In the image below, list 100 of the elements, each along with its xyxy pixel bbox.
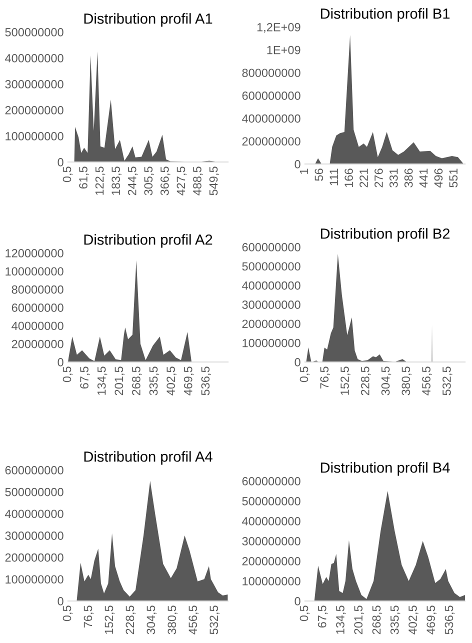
y-tick-label: 60000000	[12, 304, 64, 312]
y-tick-label: 300000000	[242, 300, 300, 309]
x-tick-label: 0,5	[300, 366, 310, 382]
y-tick-label: 200000000	[242, 320, 300, 328]
x-tick-label: 244,5	[128, 166, 138, 196]
y-tick-label: 400000000	[5, 54, 64, 62]
x-tick-label: 335,5	[149, 366, 160, 396]
y-tick-label: 500000000	[5, 28, 64, 36]
x-tick-label: 134,5	[336, 606, 346, 634]
y-tick-label: 200000000	[5, 106, 64, 114]
x-tick-label: 67,5	[318, 606, 328, 628]
y-tick-label: 100000000	[6, 575, 64, 584]
x-tick-label: 183,5	[112, 166, 122, 195]
y-tick-label: 500000000	[242, 497, 300, 506]
x-tick-label: 469,5	[184, 366, 194, 396]
x-tick-label: 469,5	[426, 606, 436, 634]
x-tick-label: 532,5	[210, 606, 220, 634]
chart-title: Distribution profil B1	[320, 8, 450, 22]
x-tick-label: 0,5	[62, 166, 73, 182]
x-tick-label: 76,5	[84, 606, 94, 628]
x-tick-label: 380,5	[402, 366, 412, 396]
y-tick-label: 100000000	[242, 338, 300, 348]
y-tick-label: 120000000	[6, 249, 64, 258]
x-tick-label: 0,5	[300, 606, 310, 622]
x-tick-label: 488,5	[193, 166, 203, 196]
x-tick-label: 221	[360, 168, 368, 188]
x-tick-label: 61,5	[79, 166, 89, 189]
x-tick-label: 152,5	[340, 366, 350, 395]
y-tick-label: 600000000	[242, 92, 300, 100]
y-tick-label: 0	[58, 158, 64, 166]
y-tick-label: 40000000	[12, 322, 64, 330]
x-tick-label: 305,5	[144, 166, 154, 196]
x-tick-label: 276	[374, 168, 383, 188]
x-tick-label: 456,5	[422, 366, 432, 396]
y-tick-label: 80000000	[12, 285, 64, 294]
y-tick-label: 300000000	[5, 532, 64, 540]
y-tick-label: 1E+09	[267, 46, 300, 54]
y-tick-label: 300000000	[242, 537, 300, 546]
y-tick-label: 20000000	[12, 340, 64, 348]
y-tick-label: 400000000	[5, 510, 64, 518]
x-tick-label: 152,5	[104, 606, 115, 634]
y-tick-label: 100000000	[242, 577, 300, 586]
y-tick-label: 100000000	[6, 267, 64, 276]
y-tick-label: 400000000	[242, 517, 300, 526]
x-tick-label: 532,5	[442, 366, 452, 396]
x-tick-label: 166	[344, 168, 353, 187]
x-tick-label: 386	[404, 168, 413, 188]
x-tick-label: 331	[389, 168, 398, 188]
x-tick-label: 402,5	[166, 366, 176, 396]
y-tick-label: 600000000	[242, 243, 300, 252]
chart-title: Distribution profil B4	[320, 462, 450, 476]
y-tick-label: 500000000	[5, 488, 64, 496]
x-tick-label: 201,5	[354, 606, 364, 634]
x-tick-label: 456,5	[188, 606, 198, 634]
y-tick-label: 0	[294, 358, 300, 366]
y-tick-label: 600000000	[5, 466, 64, 474]
x-tick-label: 0,5	[62, 366, 73, 382]
x-tick-label: 441	[419, 168, 428, 188]
x-tick-label: 536,5	[201, 366, 211, 396]
y-tick-label: 200000000	[242, 557, 300, 566]
chart-title: Distribution profil A2	[84, 234, 212, 248]
chart-title: Distribution profil A1	[84, 13, 212, 27]
y-tick-label: 0	[294, 160, 300, 168]
y-tick-label: 0	[58, 358, 64, 366]
y-tick-label: 600000000	[242, 477, 300, 486]
x-tick-label: 1	[300, 168, 308, 174]
y-tick-label: 200000000	[5, 553, 64, 562]
x-tick-label: 268,5	[132, 366, 142, 396]
x-tick-label: 228,5	[126, 606, 136, 634]
x-tick-label: 76,5	[320, 366, 330, 389]
x-tick-label: 496	[434, 168, 443, 188]
y-tick-label: 400000000	[242, 281, 300, 290]
x-tick-label: 427,5	[176, 166, 187, 196]
y-tick-label: 200000000	[242, 137, 300, 146]
y-tick-label: 500000000	[242, 262, 300, 271]
x-tick-label: 366,5	[160, 166, 170, 196]
x-tick-label: 268,5	[372, 606, 382, 634]
x-tick-label: 0,5	[62, 606, 73, 622]
x-tick-label: 304,5	[381, 366, 392, 396]
y-tick-label: 1,2E+09	[257, 23, 300, 33]
x-tick-label: 122,5	[95, 166, 106, 195]
x-tick-label: 335,5	[390, 606, 400, 634]
y-tick-label: 0	[58, 597, 64, 606]
x-tick-label: 536,5	[444, 606, 455, 634]
x-tick-label: 380,5	[168, 606, 178, 634]
y-tick-label: 400000000	[242, 114, 300, 123]
y-tick-label: 800000000	[242, 68, 300, 78]
x-tick-label: 402,5	[408, 606, 418, 634]
y-tick-label: 0	[294, 597, 300, 606]
x-tick-label: 111	[330, 168, 338, 186]
x-tick-label: 549,5	[209, 166, 220, 196]
y-tick-label: 300000000	[5, 80, 64, 88]
chart-title: Distribution profil A4	[84, 451, 212, 465]
x-tick-label: 201,5	[114, 366, 124, 396]
x-tick-label: 551	[449, 168, 458, 188]
x-tick-label: 304,5	[146, 606, 156, 634]
chart-title: Distribution profil B2	[320, 228, 450, 242]
x-tick-label: 67,5	[80, 366, 90, 389]
x-tick-label: 228,5	[360, 366, 371, 396]
x-tick-label: 56	[314, 168, 324, 181]
